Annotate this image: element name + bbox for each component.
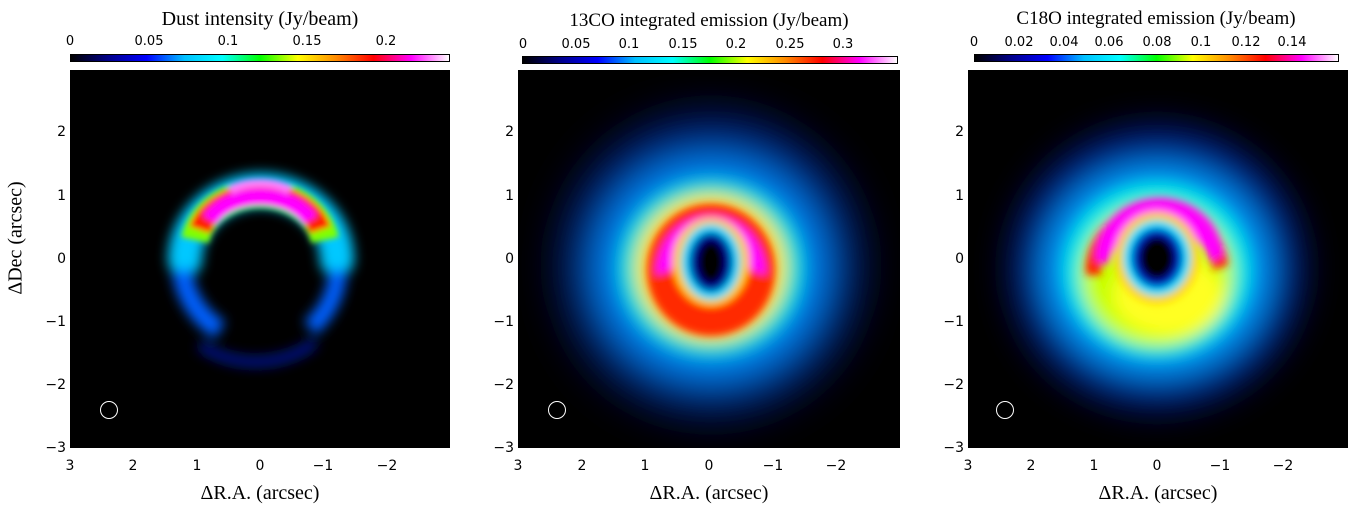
y-tick: 2 [505, 124, 514, 140]
colorbar-tick: 0.05 [134, 34, 164, 49]
colorbar-tick: 0.05 [561, 37, 591, 52]
y-tick: −2 [943, 377, 964, 393]
colorbar-tick: 0.02 [1004, 35, 1034, 50]
x-axis-label: ΔR.A. (arcsec) [200, 482, 320, 504]
y-tick: −2 [493, 377, 514, 393]
beam-ellipse [996, 401, 1014, 419]
intensity-map [518, 70, 900, 448]
x-tick: −2 [376, 458, 398, 474]
y-tick: 0 [955, 251, 964, 267]
colorbar-tick-labels: 0 0.05 0.1 0.15 0.2 [66, 34, 450, 50]
y-tick: 1 [505, 188, 514, 204]
colorbar-tick: 0.1 [217, 34, 239, 49]
beam-ellipse [548, 401, 566, 419]
intensity-map [968, 70, 1348, 448]
x-tick: 1 [192, 458, 202, 474]
colorbar-tick: 0 [65, 34, 75, 49]
x-tick: 3 [513, 458, 523, 474]
x-tick: 1 [640, 458, 650, 474]
x-tick: 2 [577, 458, 587, 474]
y-tick: −3 [943, 440, 964, 456]
colorbar-tick: 0.08 [1142, 35, 1172, 50]
intensity-map [70, 70, 450, 448]
panel-title: 13CO integrated emission (Jy/beam) [569, 10, 849, 31]
x-tick: 0 [255, 458, 265, 474]
x-tick: −1 [1209, 458, 1231, 474]
colorbar-tick: 0.04 [1049, 35, 1079, 50]
x-tick: −1 [312, 458, 334, 474]
panel-title: Dust intensity (Jy/beam) [161, 8, 359, 30]
x-tick: 2 [1026, 458, 1036, 474]
colorbar [522, 56, 898, 64]
y-axis-label: ΔDec (arcsec) [4, 181, 27, 295]
colorbar [70, 54, 450, 62]
colorbar-tick-labels: 0 0.05 0.1 0.15 0.2 0.25 0.3 [518, 37, 898, 53]
colorbar-tick: 0.14 [1277, 35, 1307, 50]
y-tick: −2 [45, 377, 66, 393]
y-tick: 2 [57, 124, 66, 140]
y-tick: −3 [493, 440, 514, 456]
x-tick: 3 [963, 458, 973, 474]
c18o-ring-image [1012, 128, 1302, 408]
panel-dust: Dust intensity (Jy/beam) 0 0.05 0.1 0.15… [0, 0, 450, 513]
beam-ellipse [100, 401, 118, 419]
colorbar-tick: 0.2 [375, 34, 397, 49]
colorbar-tick: 0.1 [618, 37, 640, 52]
x-tick: 1 [1089, 458, 1099, 474]
x-tick: −2 [1272, 458, 1294, 474]
y-tick: −1 [493, 314, 514, 330]
y-tick: −3 [45, 440, 66, 456]
colorbar-tick: 0.2 [725, 37, 747, 52]
x-tick: 2 [128, 458, 138, 474]
y-tick: 2 [955, 124, 964, 140]
x-tick: 0 [1152, 458, 1162, 474]
dust-ring-image [168, 173, 354, 367]
x-tick: −1 [762, 458, 784, 474]
x-axis-label: ΔR.A. (arcsec) [649, 482, 769, 504]
13co-ring-image [561, 115, 861, 415]
y-tick: 1 [955, 188, 964, 204]
y-tick: 0 [57, 251, 66, 267]
colorbar-tick: 0.15 [668, 37, 698, 52]
panel-c18o: C18O integrated emission (Jy/beam) 0 0.0… [898, 0, 1363, 513]
y-tick: 0 [505, 251, 514, 267]
panel-13co: 13CO integrated emission (Jy/beam) 0 0.0… [450, 0, 910, 513]
colorbar-tick-labels: 0 0.02 0.04 0.06 0.08 0.1 0.12 0.14 [970, 35, 1339, 51]
panel-title: C18O integrated emission (Jy/beam) [1016, 8, 1296, 29]
colorbar-tick: 0 [518, 37, 528, 52]
x-tick: 3 [65, 458, 75, 474]
colorbar-tick: 0.06 [1094, 35, 1124, 50]
colorbar-tick: 0.15 [292, 34, 322, 49]
x-tick: 0 [704, 458, 714, 474]
colorbar-tick: 0 [969, 35, 979, 50]
y-tick: −1 [943, 314, 964, 330]
x-tick: −2 [825, 458, 847, 474]
colorbar-tick: 0.12 [1231, 35, 1261, 50]
y-tick: 1 [57, 188, 66, 204]
colorbar-tick: 0.25 [775, 37, 805, 52]
colorbar-tick: 0.1 [1190, 35, 1212, 50]
x-axis-label: ΔR.A. (arcsec) [1098, 482, 1218, 504]
colorbar-tick: 0.3 [832, 37, 854, 52]
colorbar [974, 54, 1339, 62]
y-tick: −1 [45, 314, 66, 330]
